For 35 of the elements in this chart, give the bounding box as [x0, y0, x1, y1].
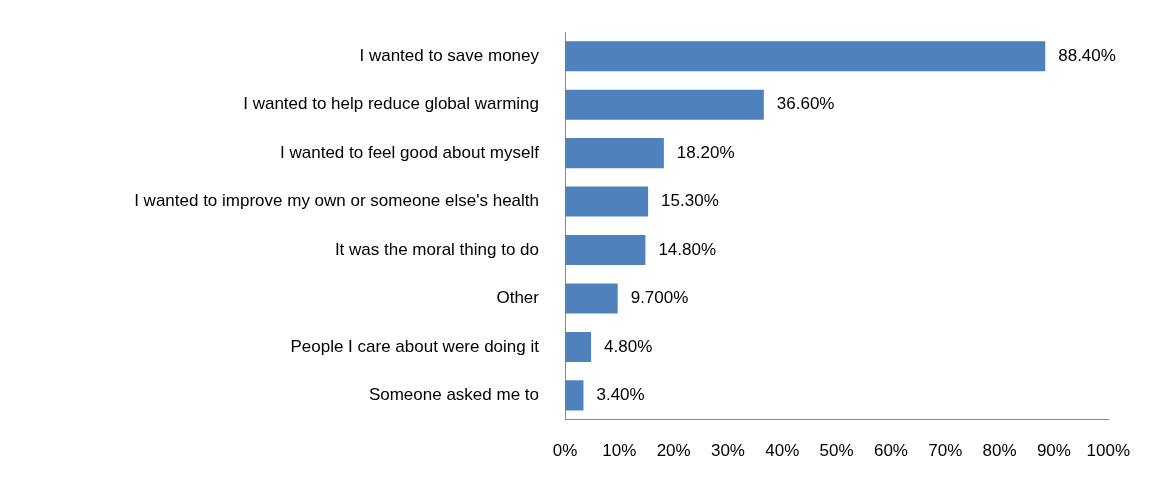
data-label: 18.20% — [676, 142, 735, 162]
bar — [565, 138, 664, 169]
x-tick-label: 100% — [1086, 441, 1130, 461]
x-tick-label: 30% — [710, 441, 745, 461]
x-tick-label: 20% — [656, 441, 691, 461]
y-tick-label: I wanted to improve my own or someone else's health — [134, 191, 539, 211]
y-tick-label: Other — [496, 288, 540, 308]
bar — [565, 186, 649, 217]
x-tick-label: 0% — [552, 441, 578, 461]
bar — [565, 380, 584, 411]
data-label: 36.60% — [776, 94, 835, 114]
x-tick-label: 10% — [602, 441, 637, 461]
x-tick-label: 60% — [873, 441, 908, 461]
bar — [565, 89, 764, 120]
x-tick-label: 50% — [819, 441, 854, 461]
data-label: 15.30% — [661, 191, 719, 211]
bar — [565, 235, 646, 266]
y-tick-label: People I care about were doing it — [290, 336, 540, 356]
data-label: 88.40% — [1058, 45, 1116, 65]
y-tick-label: It was the moral thing to do — [334, 239, 539, 259]
bar — [565, 283, 618, 314]
x-tick-label: 40% — [765, 441, 800, 461]
x-tick-label: 90% — [1036, 441, 1071, 461]
y-tick-label: I wanted to save money — [359, 45, 540, 65]
y-tick-label: I wanted to help reduce global warming — [243, 94, 539, 114]
data-label: 3.40% — [596, 385, 645, 405]
bar — [565, 331, 592, 362]
data-label: 4.80% — [604, 336, 653, 356]
y-tick-label: Someone asked me to — [368, 385, 539, 405]
bar — [565, 41, 1046, 72]
data-label: 14.80% — [658, 239, 717, 259]
data-label: 9.700% — [630, 288, 689, 308]
x-tick-label: 70% — [928, 441, 963, 461]
x-tick-label: 80% — [982, 441, 1017, 461]
y-tick-label: I wanted to feel good about myself — [280, 142, 540, 162]
